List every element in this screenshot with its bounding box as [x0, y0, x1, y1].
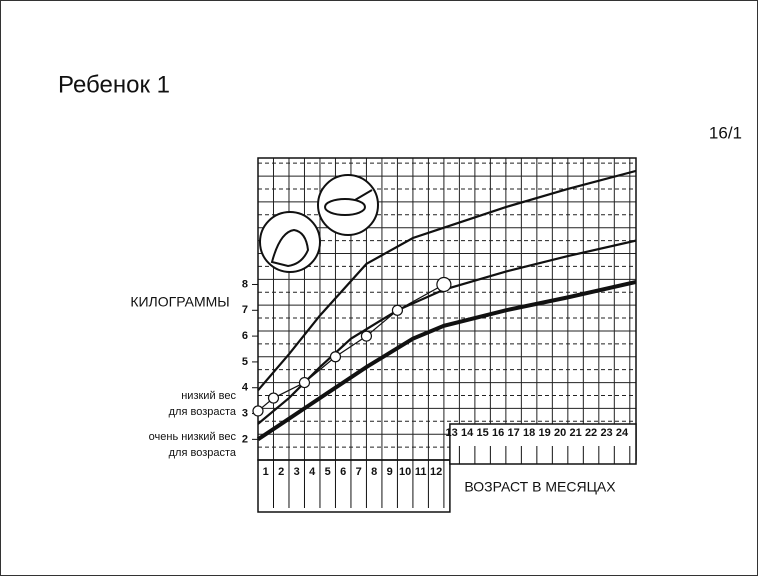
y-axis-label: КИЛОГРАММЫ — [130, 294, 229, 310]
series-line — [256, 279, 637, 442]
x-tick-label: 19 — [538, 427, 550, 439]
x-tick-label: 3 — [294, 466, 300, 478]
mother-figure — [270, 228, 310, 268]
data-point — [329, 351, 342, 363]
x-tick-label: 14 — [461, 427, 474, 439]
x-tick-label: 23 — [600, 427, 612, 439]
x-tick-label: 8 — [371, 466, 377, 478]
x-tick-label: 4 — [309, 466, 316, 478]
data-point — [360, 330, 373, 342]
x-tick-label: 15 — [477, 427, 489, 439]
series-line — [257, 169, 637, 392]
data-point — [267, 392, 280, 404]
x-tick-label: 10 — [399, 466, 411, 478]
x-tick-label: 11 — [415, 466, 427, 478]
x-tick-label: 7 — [356, 466, 362, 478]
x-tick-label: 9 — [387, 466, 393, 478]
x-tick-label: 20 — [554, 427, 566, 439]
spoon — [354, 189, 373, 201]
data-point — [252, 405, 264, 417]
data-point — [298, 376, 311, 389]
month-box — [257, 459, 451, 513]
page-number: 16/1 — [709, 123, 742, 142]
x-axis-label: ВОЗРАСТ В МЕСЯЦАХ — [464, 479, 616, 495]
x-tick-label: 21 — [569, 427, 581, 439]
y-tick-label: 8 — [242, 278, 248, 290]
annotation: для возраста — [169, 406, 237, 418]
data-point — [436, 276, 452, 293]
data-point — [391, 304, 404, 316]
x-tick-label: 17 — [507, 427, 519, 439]
month-box — [449, 423, 637, 465]
annotation: очень низкий вес — [149, 431, 237, 443]
mother-baby-icon — [259, 211, 321, 273]
x-tick-label: 6 — [340, 466, 346, 478]
x-tick-label: 1 — [263, 466, 269, 478]
x-tick-label: 24 — [616, 427, 629, 439]
x-tick-label: 2 — [278, 466, 284, 478]
bowl — [324, 198, 366, 216]
y-tick-label: 7 — [242, 304, 248, 316]
x-tick-label: 22 — [585, 427, 597, 439]
bowl-icon — [317, 174, 379, 236]
annotation: низкий вес — [181, 390, 236, 402]
y-tick-label: 4 — [242, 382, 249, 394]
x-tick-label: 16 — [492, 427, 504, 439]
slide-title: Ребенок 1 — [58, 71, 170, 98]
x-tick-label: 13 — [446, 427, 458, 439]
y-tick-label: 6 — [242, 330, 248, 342]
x-tick-label: 12 — [430, 466, 442, 478]
x-tick-label: 18 — [523, 427, 535, 439]
x-tick-label: 5 — [325, 466, 331, 478]
y-tick-label: 2 — [242, 433, 248, 445]
annotation: для возраста — [169, 447, 237, 459]
y-tick-label: 5 — [242, 356, 248, 368]
y-tick-label: 3 — [242, 407, 248, 419]
